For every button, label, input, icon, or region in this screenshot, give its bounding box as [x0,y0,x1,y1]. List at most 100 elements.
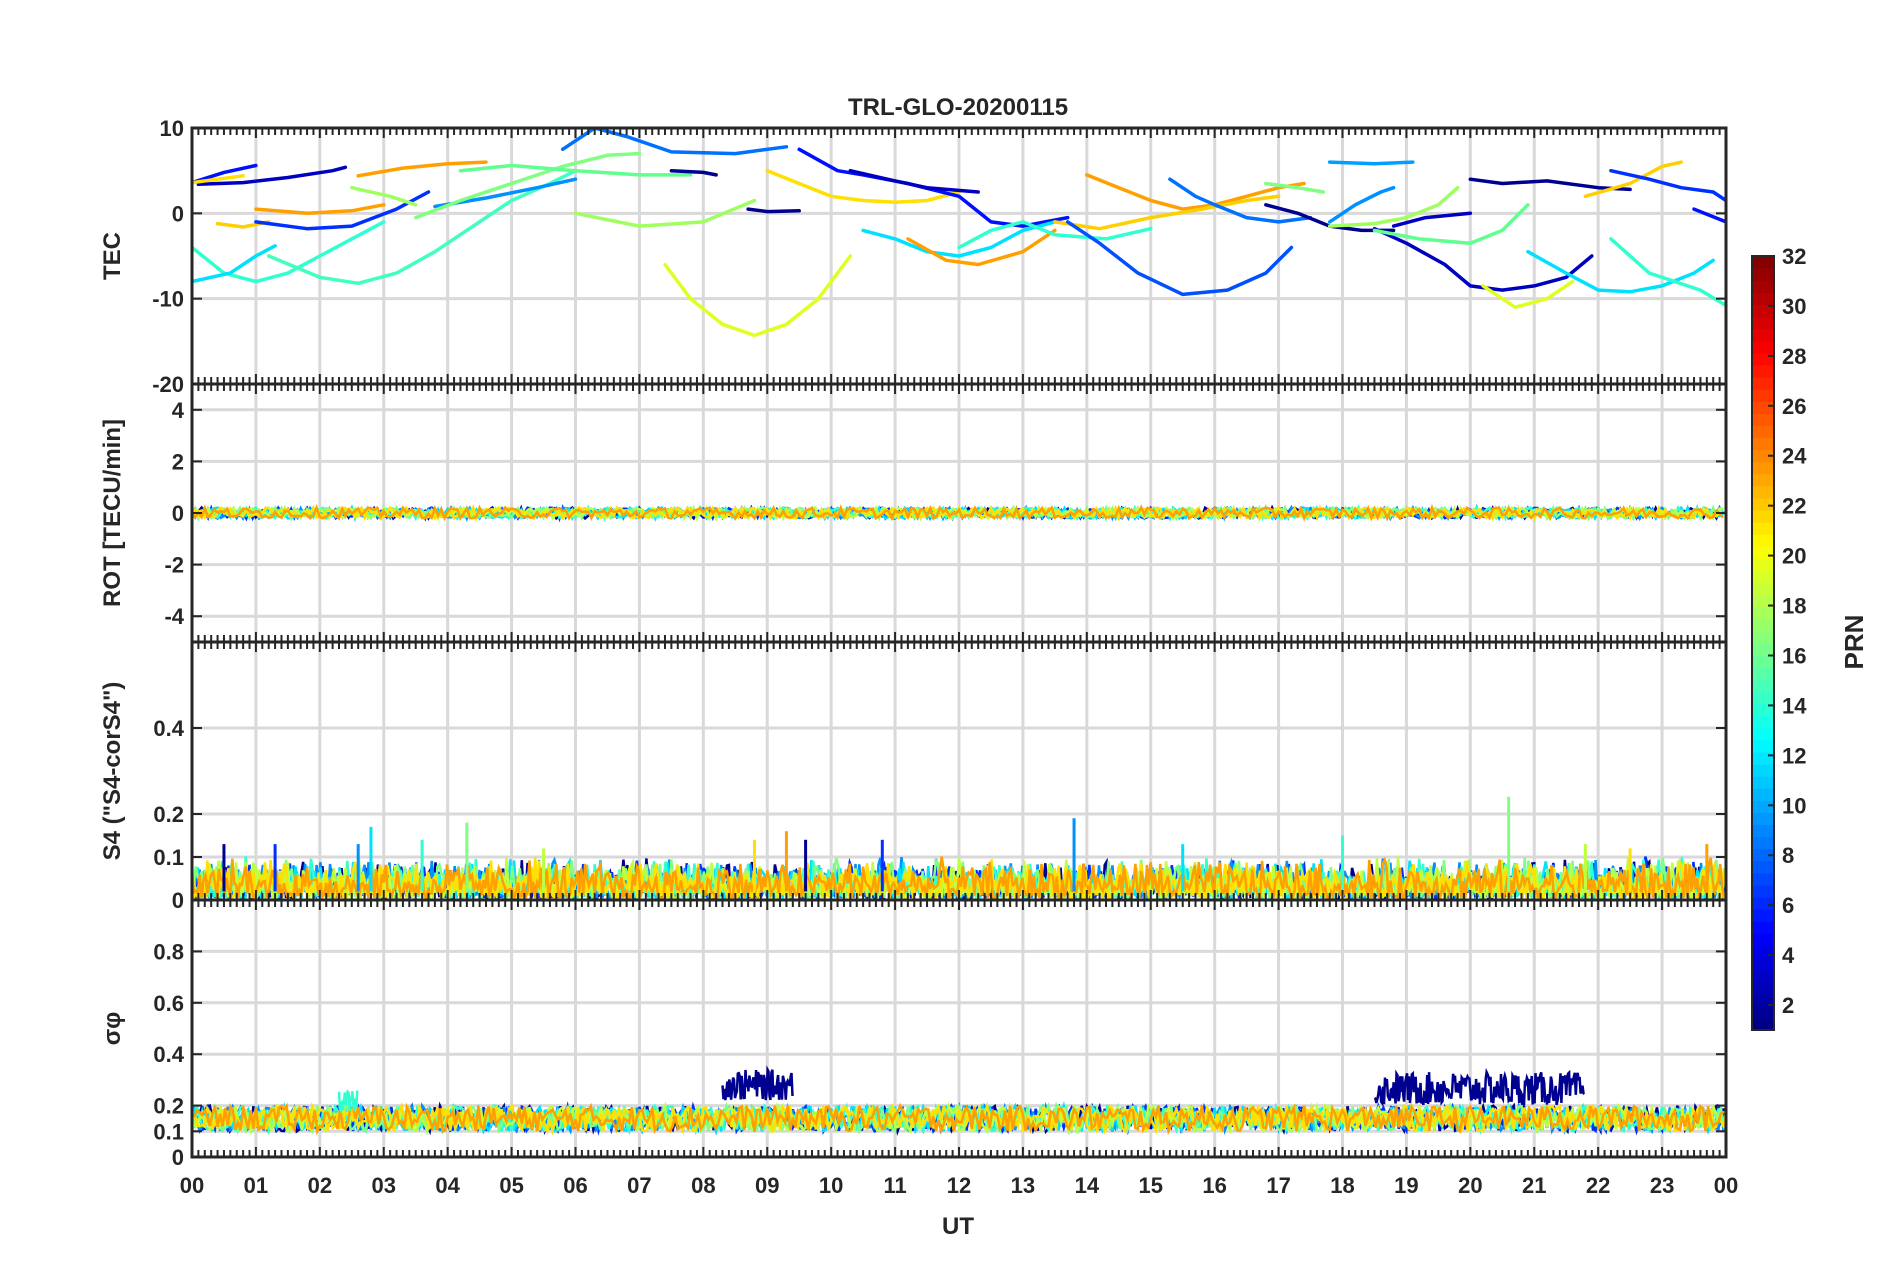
sigma-burst [1373,1067,1586,1107]
colorbar-segment [1752,679,1774,692]
colorbar-tick-label: 30 [1782,294,1806,319]
tec-series-line [1264,181,1326,194]
colorbar-segment [1752,812,1774,825]
y-tick-label: -20 [152,372,184,397]
tec-series-line [192,220,386,284]
colorbar-segment [1752,461,1774,475]
colorbar-segment [1752,316,1774,330]
colorbar-tick-label: 16 [1782,643,1806,668]
colorbar-segment [1752,981,1774,995]
colorbar-tick-label: 20 [1782,544,1806,569]
x-tick-label: 20 [1458,1173,1482,1198]
tec-series-line [1526,249,1715,294]
tec-series-line [254,203,386,216]
colorbar-segment [1752,534,1774,547]
colorbar-segment [1752,304,1774,318]
x-tick-label: 04 [435,1173,460,1198]
x-tick-label: 18 [1330,1173,1354,1198]
data-layer [192,503,1724,523]
panel-sigma: 00.10.2 0.4 0.6 0.8 σφ [99,898,1728,1170]
tec-series-line [1053,194,1281,231]
colorbar-segment [1752,509,1774,523]
x-tick-label: 05 [499,1173,523,1198]
colorbar-segment [1752,860,1774,874]
y-tick-label: 0.1 [153,845,184,870]
y-tick-label: 0 [172,1145,184,1170]
y-tick-label: 2 [172,449,184,474]
tec-series-line [1609,237,1726,308]
colorbar-segment [1752,909,1774,922]
x-tick-label: 02 [308,1173,332,1198]
y-axis-label: ROT [TECU/min] [99,419,126,607]
sigma-series-line [192,1101,1726,1136]
y-tick-label: 0.8 [153,939,184,964]
colorbar-segment [1752,896,1774,910]
colorbar-label: PRN [1839,615,1869,670]
colorbar-segment [1752,872,1774,886]
tec-series-line [350,185,418,207]
colorbar-segment [1752,473,1774,487]
tec-series-line [1327,160,1415,166]
sigma-burst [721,1065,794,1101]
colorbar-segment [1752,425,1774,438]
tec-series-line [906,228,1057,267]
y-tick-label: -10 [152,287,184,312]
y-tick-label: 0 [172,501,184,526]
x-tick-label: 12 [947,1173,971,1198]
colorbar-segment [1752,401,1774,414]
x-tick-label: 09 [755,1173,779,1198]
y-axis-label: TEC [99,232,126,280]
tec-series-line [861,220,1057,258]
tec-series-line [1327,185,1396,224]
colorbar-segment [1752,570,1774,584]
colorbar-segment [1752,751,1774,765]
y-axis-label: S4 ("S4-corS4") [99,682,126,861]
x-tick-label: 17 [1266,1173,1290,1198]
x-tick-label: 01 [244,1173,268,1198]
tec-series-line [1065,220,1294,297]
y-tick-label: 10 [160,116,184,141]
x-tick-label: 00 [180,1173,204,1198]
colorbar-segment [1752,522,1774,535]
colorbar-segment [1752,1017,1774,1031]
colorbar-segment [1752,788,1774,801]
x-tick-label: 00 [1714,1173,1738,1198]
x-tick-label: 19 [1394,1173,1418,1198]
x-tick-label: 11 [883,1173,906,1198]
colorbar-segment [1752,836,1774,850]
x-tick-label: 07 [627,1173,651,1198]
colorbar-segment [1752,1005,1774,1019]
colorbar-tick-label: 2 [1782,993,1794,1018]
colorbar-tick-label: 22 [1782,494,1806,519]
colorbar-segment [1752,655,1774,668]
colorbar-segment [1752,376,1774,390]
colorbar-segment [1752,497,1774,511]
x-tick-label: 23 [1650,1173,1674,1198]
x-tick-label: 16 [1202,1173,1226,1198]
colorbar-tick-label: 18 [1782,594,1806,619]
data-layer [192,128,1726,338]
colorbar-segment [1752,268,1774,281]
colorbar-segment [1752,389,1774,402]
y-tick-label: -2 [164,553,184,578]
x-tick-label: 03 [372,1173,396,1198]
s4-series-line [192,856,1726,900]
x-tick-label: 08 [691,1173,715,1198]
y-tick-label: 0.2 [153,1094,184,1119]
x-tick-label: 22 [1586,1173,1610,1198]
y-tick-label: 0 [172,201,184,226]
data-layer [192,1065,1726,1137]
tec-series-line [356,160,488,178]
tec-series-line [196,165,348,187]
x-tick-label: 10 [819,1173,843,1198]
tec-series-line [1468,177,1632,192]
colorbar-frame [1751,255,1775,1031]
colorbar-tick-label: 26 [1782,394,1806,419]
colorbar-segment [1752,800,1774,813]
tec-series-line [1583,160,1684,199]
y-tick-label: 0.6 [153,991,184,1016]
colorbar-tick-label: 8 [1782,843,1794,868]
tec-series-line [957,220,1153,250]
colorbar-segment [1752,485,1774,499]
